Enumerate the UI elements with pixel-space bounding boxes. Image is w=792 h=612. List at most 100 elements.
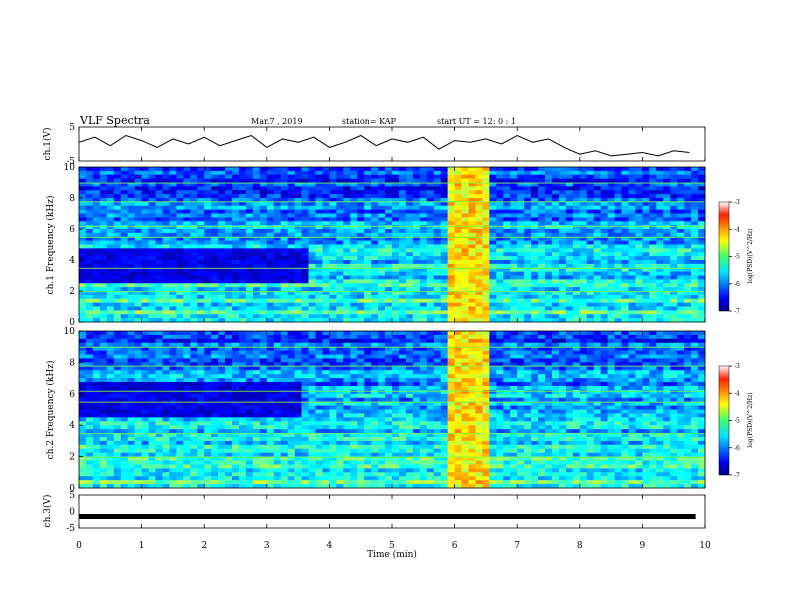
heatmap-cell bbox=[419, 370, 428, 375]
heatmap-cell bbox=[461, 346, 469, 351]
heatmap-cell bbox=[238, 346, 247, 351]
heatmap-cell bbox=[405, 198, 414, 203]
heatmap-cell bbox=[628, 318, 636, 323]
heatmap-cell bbox=[155, 213, 163, 218]
heatmap-cell bbox=[489, 248, 497, 253]
heatmap-cell bbox=[461, 217, 469, 222]
heatmap-cell bbox=[232, 236, 240, 241]
heatmap-cell bbox=[294, 213, 302, 218]
heatmap-cell bbox=[79, 221, 87, 226]
heatmap-cell bbox=[259, 342, 268, 347]
heatmap-cell bbox=[684, 271, 692, 276]
heatmap-cell bbox=[183, 186, 191, 191]
heatmap-cell bbox=[287, 256, 295, 261]
heatmap-cell bbox=[565, 244, 574, 249]
heatmap-cell bbox=[545, 170, 553, 176]
heatmap-cell bbox=[447, 314, 455, 319]
heatmap-cell bbox=[698, 267, 706, 272]
heatmap-cell bbox=[496, 263, 504, 269]
heatmap-cell bbox=[245, 217, 254, 222]
heatmap-cell bbox=[273, 201, 282, 207]
heatmap-cell bbox=[538, 198, 546, 203]
heatmap-cell bbox=[301, 378, 309, 383]
heatmap-cell bbox=[593, 350, 601, 355]
heatmap-cell bbox=[162, 298, 170, 303]
heatmap-cell bbox=[183, 362, 191, 367]
heatmap-cell bbox=[266, 342, 275, 347]
heatmap-cell bbox=[398, 240, 407, 245]
heatmap-cell bbox=[600, 279, 608, 284]
heatmap-cell bbox=[225, 244, 233, 249]
heatmap-cell bbox=[190, 260, 198, 265]
heatmap-cell bbox=[586, 201, 595, 207]
heatmap-cell bbox=[99, 248, 108, 253]
heatmap-cell bbox=[461, 354, 469, 359]
heatmap-cell bbox=[141, 217, 149, 222]
heatmap-cell bbox=[412, 201, 421, 207]
heatmap-cell bbox=[572, 240, 581, 245]
heatmap-cell bbox=[106, 167, 115, 172]
heatmap-cell bbox=[517, 232, 525, 238]
heatmap-cell bbox=[134, 174, 142, 179]
heatmap-cell bbox=[461, 298, 469, 303]
heatmap-cell bbox=[218, 271, 226, 276]
heatmap-cell bbox=[510, 382, 518, 387]
heatmap-cell bbox=[350, 240, 358, 245]
heatmap-cell bbox=[322, 190, 330, 195]
heatmap-cell bbox=[287, 362, 295, 367]
heatmap-cell bbox=[579, 334, 588, 340]
heatmap-cell bbox=[162, 366, 170, 371]
heatmap-cell bbox=[336, 182, 344, 187]
heatmap-cell bbox=[385, 225, 393, 230]
heatmap-cell bbox=[545, 244, 553, 249]
heatmap-cell bbox=[447, 378, 455, 383]
heatmap-cell bbox=[614, 385, 622, 391]
heatmap-cell bbox=[343, 244, 351, 249]
heatmap-cell bbox=[259, 287, 268, 292]
heatmap-cell bbox=[148, 382, 156, 387]
heatmap-cell bbox=[572, 378, 581, 383]
heatmap-cell bbox=[85, 201, 94, 207]
heatmap-cell bbox=[378, 213, 386, 218]
heatmap-cell bbox=[169, 205, 177, 210]
heatmap-cell bbox=[663, 201, 671, 207]
heatmap-cell bbox=[677, 178, 685, 183]
heatmap-cell bbox=[259, 205, 268, 210]
heatmap-cell bbox=[433, 201, 441, 207]
heatmap-cell bbox=[238, 298, 247, 303]
heatmap-cell bbox=[405, 287, 414, 292]
heatmap-cell bbox=[364, 366, 372, 371]
heatmap-cell bbox=[113, 170, 122, 176]
heatmap-cell bbox=[405, 298, 414, 303]
heatmap-cell bbox=[572, 382, 581, 387]
heatmap-cell bbox=[468, 358, 476, 363]
heatmap-cell bbox=[579, 260, 588, 265]
heatmap-cell bbox=[252, 217, 261, 222]
heatmap-cell bbox=[183, 229, 191, 234]
heatmap-cell bbox=[614, 366, 622, 371]
heatmap-cell bbox=[586, 342, 595, 347]
heatmap-cell bbox=[440, 314, 448, 319]
heatmap-cell bbox=[385, 217, 393, 222]
heatmap-cell bbox=[225, 194, 233, 199]
heatmap-cell bbox=[635, 338, 643, 344]
heatmap-cell bbox=[649, 362, 657, 367]
heatmap-cell bbox=[273, 271, 282, 276]
heatmap-cell bbox=[287, 306, 295, 311]
heatmap-cell bbox=[503, 346, 511, 351]
heatmap-cell bbox=[419, 213, 428, 218]
heatmap-cell bbox=[238, 306, 247, 311]
heatmap-cell bbox=[225, 389, 233, 395]
heatmap-cell bbox=[489, 354, 497, 359]
heatmap-cell bbox=[691, 279, 699, 284]
heatmap-cell bbox=[204, 294, 212, 300]
heatmap-cell bbox=[155, 283, 163, 288]
heatmap-cell bbox=[412, 378, 421, 383]
heatmap-cell bbox=[684, 213, 692, 218]
heatmap-cell bbox=[308, 229, 316, 234]
heatmap-cell bbox=[99, 190, 108, 195]
heatmap-cell bbox=[176, 229, 184, 234]
heatmap-cell bbox=[169, 334, 177, 340]
heatmap-cell bbox=[677, 190, 685, 195]
heatmap-cell bbox=[127, 260, 135, 265]
